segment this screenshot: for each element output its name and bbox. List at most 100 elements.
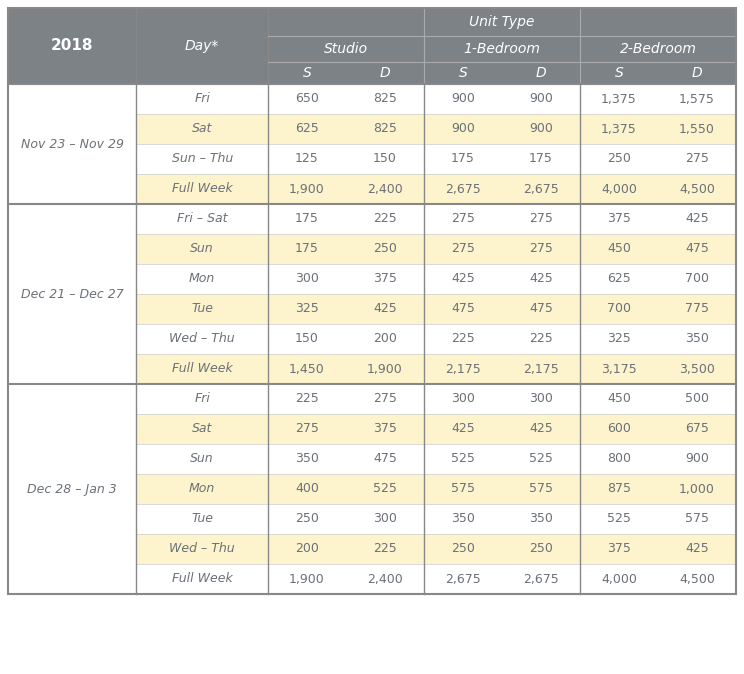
Text: 2-Bedroom: 2-Bedroom [620, 42, 696, 56]
Bar [424, 504, 502, 534]
Text: 375: 375 [373, 272, 397, 286]
Bar [8, 204, 136, 384]
Text: 525: 525 [607, 512, 631, 526]
Bar [346, 204, 424, 234]
Bar [268, 354, 346, 384]
Text: 575: 575 [529, 483, 553, 495]
Text: 3,500: 3,500 [679, 363, 715, 375]
Bar [502, 114, 580, 144]
Bar [268, 264, 346, 294]
Text: 275: 275 [295, 423, 319, 435]
Bar [268, 234, 346, 264]
Text: 2018: 2018 [51, 38, 94, 53]
Text: 2,400: 2,400 [367, 572, 403, 586]
Text: 300: 300 [451, 392, 475, 406]
Bar [136, 564, 268, 594]
Text: Full Week: Full Week [172, 363, 233, 375]
Bar [424, 294, 502, 324]
Bar [268, 144, 346, 174]
Bar [424, 234, 502, 264]
Text: 425: 425 [451, 272, 475, 286]
Bar [424, 324, 502, 354]
Bar [658, 114, 736, 144]
Bar [580, 114, 658, 144]
Text: 900: 900 [529, 92, 553, 106]
Bar [580, 384, 658, 414]
Bar [502, 204, 580, 234]
Bar [580, 474, 658, 504]
Bar [346, 414, 424, 444]
Text: 425: 425 [529, 272, 553, 286]
Bar [580, 84, 658, 114]
Bar [136, 294, 268, 324]
Text: 1,375: 1,375 [601, 92, 637, 106]
Bar [8, 8, 736, 594]
Text: 450: 450 [607, 392, 631, 406]
Bar [268, 324, 346, 354]
Text: 250: 250 [295, 512, 319, 526]
Text: 200: 200 [295, 543, 319, 555]
Text: Tue: Tue [191, 512, 213, 526]
Text: 1,900: 1,900 [289, 572, 325, 586]
Bar [8, 8, 136, 84]
Bar [580, 504, 658, 534]
Text: 4,500: 4,500 [679, 572, 715, 586]
Bar [580, 234, 658, 264]
Text: 875: 875 [607, 483, 631, 495]
Bar [424, 114, 502, 144]
Bar [8, 84, 136, 204]
Text: Unit Type: Unit Type [469, 15, 535, 29]
Text: 525: 525 [373, 483, 397, 495]
Bar [346, 504, 424, 534]
Bar [502, 324, 580, 354]
Text: 275: 275 [685, 152, 709, 166]
Bar [502, 264, 580, 294]
Text: 175: 175 [295, 212, 319, 226]
Bar [658, 294, 736, 324]
Text: 575: 575 [451, 483, 475, 495]
Text: 1,450: 1,450 [289, 363, 325, 375]
Bar [136, 534, 268, 564]
Text: 125: 125 [295, 152, 319, 166]
Text: 625: 625 [295, 123, 319, 135]
Text: 2,675: 2,675 [523, 183, 559, 195]
Text: Fri: Fri [194, 392, 210, 406]
Bar [502, 474, 580, 504]
Text: Wed – Thu: Wed – Thu [170, 332, 235, 346]
Bar [136, 414, 268, 444]
Text: Wed – Thu: Wed – Thu [170, 543, 235, 555]
Bar [580, 174, 658, 204]
Text: 325: 325 [295, 303, 319, 315]
Text: 350: 350 [295, 452, 319, 466]
Bar [424, 354, 502, 384]
Text: 225: 225 [451, 332, 475, 346]
Bar [658, 174, 736, 204]
Text: Mon: Mon [189, 483, 215, 495]
Bar [136, 264, 268, 294]
Text: 350: 350 [685, 332, 709, 346]
Bar [346, 62, 424, 84]
Text: 450: 450 [607, 243, 631, 255]
Bar [136, 204, 268, 234]
Text: 350: 350 [529, 512, 553, 526]
Bar [346, 564, 424, 594]
Bar [580, 294, 658, 324]
Bar [580, 144, 658, 174]
Bar [502, 234, 580, 264]
Bar [580, 564, 658, 594]
Text: 425: 425 [451, 423, 475, 435]
Bar [658, 234, 736, 264]
Text: Mon: Mon [189, 272, 215, 286]
Bar [424, 264, 502, 294]
Text: 425: 425 [685, 543, 709, 555]
Text: 425: 425 [529, 423, 553, 435]
Text: 775: 775 [685, 303, 709, 315]
Text: 325: 325 [607, 332, 631, 346]
Bar [580, 264, 658, 294]
Bar [268, 294, 346, 324]
Text: 225: 225 [373, 212, 397, 226]
Text: 825: 825 [373, 92, 397, 106]
Bar [346, 354, 424, 384]
Text: 225: 225 [373, 543, 397, 555]
Bar [136, 444, 268, 474]
